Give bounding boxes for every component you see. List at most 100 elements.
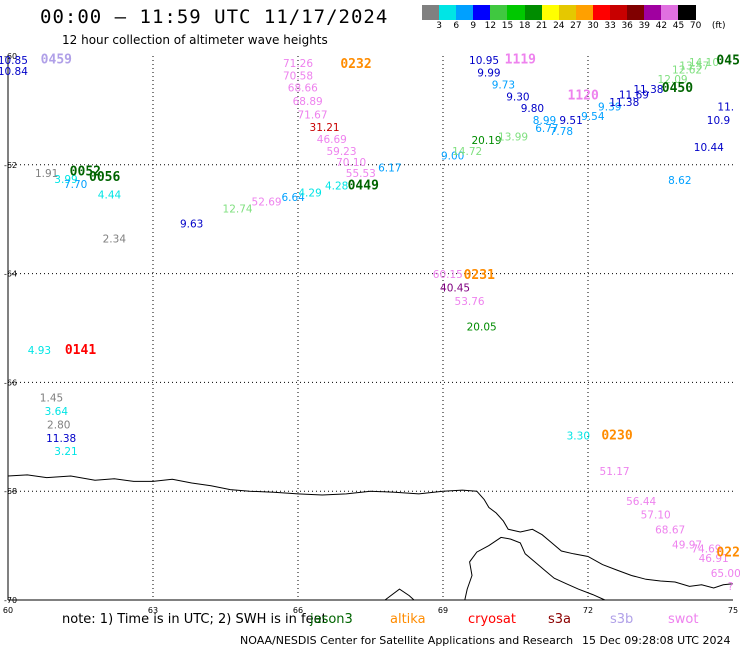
- wave-height-label: 4.29: [298, 187, 321, 199]
- wave-height-label: 9.80: [521, 103, 544, 115]
- color-scale-label: 15: [501, 21, 514, 31]
- wave-height-label: 9.73: [492, 80, 515, 92]
- pass-time-label: 0450: [662, 81, 693, 96]
- wave-height-label: 68.89: [293, 96, 323, 108]
- y-tick-label: -64: [4, 270, 17, 279]
- wave-height-label: 9.00: [441, 150, 464, 162]
- wave-height-label: 65.00: [711, 568, 740, 580]
- color-scale-label: 3: [436, 21, 442, 31]
- color-scale-label: 70: [689, 21, 702, 31]
- wave-height-label: 56.44: [626, 496, 656, 508]
- wave-height-label: 10.9: [707, 115, 730, 127]
- wave-height-label: 14.72: [452, 146, 482, 158]
- wave-height-label: 9.54: [581, 111, 605, 123]
- x-tick-label: 63: [148, 606, 158, 615]
- coastline-islet: [384, 588, 415, 601]
- wave-height-label: 1.91: [35, 168, 58, 180]
- wave-height-label: 20.05: [467, 322, 497, 334]
- pass-time-label: 0141: [65, 343, 96, 358]
- wave-height-label: 57.10: [641, 509, 671, 521]
- pass-time-label: 0230: [601, 429, 632, 444]
- pass-time-label: 0231: [464, 268, 495, 283]
- wave-height-label: 46.91: [699, 553, 729, 565]
- wave-height-label: 68.66: [288, 82, 318, 94]
- wave-height-label: 6.64: [281, 192, 305, 204]
- wave-height-label: 4.93: [28, 345, 51, 357]
- pass-time-label: 0459: [41, 53, 72, 68]
- wave-height-label: 31.21: [310, 122, 340, 134]
- wave-height-label: 14.10: [689, 57, 719, 69]
- color-scale-swatch: [456, 5, 474, 20]
- pass-time-label: 0056: [89, 170, 120, 185]
- pass-time-label: 022: [716, 545, 739, 560]
- generated-timestamp: 15 Dec 09:28:08 UTC 2024: [582, 634, 731, 647]
- coastline: [7, 474, 734, 601]
- pass-time-label: 0052: [70, 165, 101, 180]
- wave-height-label: 6.77: [535, 123, 558, 135]
- color-scale-label: 45: [672, 21, 685, 31]
- wave-height-label: 2.34: [103, 234, 127, 246]
- color-scale-label: 21: [535, 21, 548, 31]
- color-scale-swatch: [524, 5, 542, 20]
- color-scale-swatch: [541, 5, 559, 20]
- color-scale-label: 36: [621, 21, 633, 31]
- wave-height-label: 13.57: [679, 61, 709, 73]
- wave-height-label: 10.85: [0, 55, 28, 67]
- wave-height-label: 1.45: [40, 392, 63, 404]
- color-scale-label: 18: [518, 21, 531, 31]
- wave-height-label: 55.53: [346, 168, 376, 180]
- x-tick-label: 66: [293, 606, 303, 615]
- wave-height-label: 2.80: [47, 420, 70, 432]
- wave-height-label: 10.44: [694, 142, 724, 154]
- color-scale-label: 9: [470, 21, 477, 31]
- color-scale-swatch: [592, 5, 611, 20]
- wave-height-label: 68.67: [655, 525, 685, 537]
- wave-height-label: 53.76: [455, 296, 485, 308]
- wave-height-label: 20.19: [471, 135, 501, 147]
- wave-height-label: 12.62: [672, 64, 702, 76]
- y-tick-label: -70: [4, 596, 17, 605]
- grid-lines: [8, 56, 733, 600]
- x-tick-label: 75: [728, 606, 738, 615]
- wave-height-label: 11.38: [633, 84, 663, 96]
- color-scale-bar: [422, 5, 696, 20]
- wave-height-label: 71.26: [283, 58, 313, 70]
- wave-height-label: 9.99: [477, 68, 500, 80]
- wave-height-label: 4.44: [98, 190, 122, 202]
- color-scale-label: 33: [604, 21, 616, 31]
- color-scale-swatch: [644, 5, 662, 20]
- wave-height-label: 71.67: [297, 110, 327, 122]
- wave-height-label: 70.58: [283, 70, 313, 82]
- color-scale-swatch: [422, 5, 440, 20]
- y-tick-label: -66: [4, 378, 17, 387]
- y-tick-label: -68: [4, 487, 17, 496]
- chart-title: 00:00 – 11:59 UTC 11/17/2024: [40, 6, 389, 28]
- wave-height-label: 8.62: [668, 175, 691, 187]
- wave-height-label: 9.30: [506, 92, 529, 104]
- satellite-legend-item: altika: [390, 612, 426, 627]
- x-tick-label: 60: [3, 606, 13, 615]
- credit-text: NOAA/NESDIS Center for Satellite Applica…: [240, 634, 574, 647]
- wave-height-label: 10.84: [0, 66, 28, 78]
- wave-height-label: 74.69: [691, 544, 721, 556]
- color-scale-swatch: [661, 5, 679, 20]
- wave-height-label: 70.10: [336, 157, 366, 169]
- wave-height-label: 9.63: [180, 218, 203, 230]
- coastline-main: [7, 474, 734, 589]
- coastline-inlet: [464, 536, 606, 601]
- wave-height-label: 3.64: [45, 406, 69, 418]
- wave-height-label: 49.97: [672, 539, 702, 551]
- wave-height-label: 7.70: [64, 179, 87, 191]
- satellite-legend-item: s3a: [548, 612, 572, 627]
- wave-height-label: 11.38: [46, 433, 76, 445]
- wave-height-label: 4.28: [325, 180, 348, 192]
- pass-time-label: 1119: [505, 53, 536, 68]
- wave-height-label: 9.39: [598, 101, 621, 113]
- color-scale-swatch: [490, 5, 508, 20]
- wave-height-label: 60.15: [433, 269, 463, 281]
- color-scale-swatch: [507, 5, 525, 20]
